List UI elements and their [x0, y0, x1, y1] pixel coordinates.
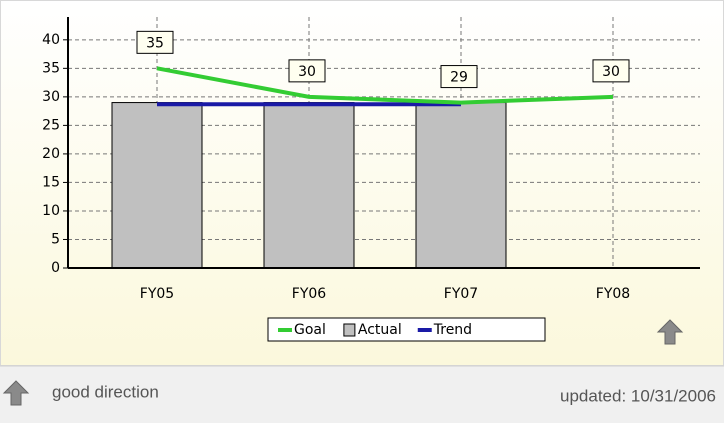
- direction-arrow: [656, 319, 684, 345]
- y-tick-label: 20: [42, 146, 60, 162]
- y-tick-label: 5: [51, 231, 60, 247]
- y-tick-label: 30: [42, 89, 60, 105]
- legend-label: Goal: [294, 322, 326, 338]
- data-label: 30: [602, 64, 620, 80]
- y-tick-label: 10: [42, 203, 60, 219]
- data-label-box: [440, 65, 478, 89]
- y-tick-label: 0: [51, 260, 60, 276]
- x-tick-label: FY05: [140, 286, 174, 302]
- legend-label: Trend: [433, 322, 472, 338]
- chart-panel: [0, 0, 724, 366]
- data-label-box: [592, 59, 630, 83]
- data-label-box: [288, 59, 326, 83]
- y-tick-label: 40: [42, 32, 60, 48]
- bar: [415, 102, 507, 269]
- updated-text: updated: 10/31/2006: [560, 386, 716, 405]
- x-tick-label: FY08: [596, 286, 630, 302]
- legend-box: [267, 317, 546, 342]
- x-tick-label: FY06: [292, 286, 327, 302]
- x-tick-label: FY07: [444, 286, 478, 302]
- y-tick-label: 25: [42, 117, 60, 133]
- direction-text: good direction: [52, 382, 159, 401]
- direction-icon: [2, 380, 30, 406]
- legend-label: Actual: [358, 322, 402, 338]
- legend-swatch: [343, 323, 356, 337]
- data-label: 29: [450, 70, 468, 86]
- footer-bar: [0, 366, 724, 423]
- line-goal: [156, 66, 614, 105]
- data-label: 30: [298, 64, 316, 80]
- plot: 0 5 10 15 20 25 30 35 40 FY05 FY06 FY07 FY08 35 30 29 30…: [42, 17, 700, 342]
- data-label-box: [136, 30, 174, 54]
- bar: [111, 102, 203, 269]
- data-label: 35: [146, 35, 164, 51]
- y-tick-label: 35: [42, 60, 60, 76]
- y-tick-label: 15: [42, 174, 60, 190]
- bar: [263, 102, 355, 269]
